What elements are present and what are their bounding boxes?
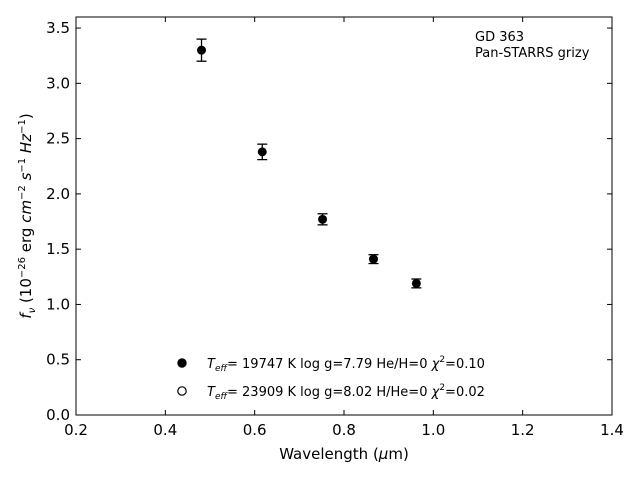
x-tick-label: 0.4 <box>153 421 177 439</box>
annotation-survey: Pan-STARRS grizy <box>475 46 590 61</box>
x-tick-label: 0.8 <box>332 421 356 439</box>
data-point <box>257 143 268 161</box>
axis-tick-labels: 0.2 0.4 0.6 0.8 1.0 1.2 1.4 0.0 0.5 1.0 1.5 2.0 2.5 3… <box>46 19 624 439</box>
x-tick-label: 0.6 <box>243 421 267 439</box>
observed-point <box>318 214 328 224</box>
data-point <box>411 278 422 289</box>
observed-point <box>197 45 207 55</box>
legend-entry-2: Teff= 23909 K log g=8.02 H/He=0 χ2=0.02 <box>207 383 485 402</box>
y-tick-label: 1.5 <box>46 240 70 258</box>
axis-ticks <box>75 17 613 416</box>
plot-frame <box>75 16 613 416</box>
x-axis-label: Wavelength (μm) <box>279 445 409 463</box>
y-tick-label: 2.0 <box>46 185 70 203</box>
observed-point <box>257 147 267 157</box>
data-point <box>196 38 207 62</box>
x-tick-label: 1.4 <box>600 421 624 439</box>
x-tick-label: 0.2 <box>64 421 88 439</box>
y-tick-label: 0.0 <box>46 406 70 424</box>
y-tick-label: 0.5 <box>46 351 70 369</box>
x-tick-label: 1.0 <box>421 421 445 439</box>
legend: Teff= 19747 K log g=7.79 He/H=0 χ2=0.10 … <box>177 355 485 402</box>
y-tick-label: 3.5 <box>46 19 70 37</box>
data-point <box>317 213 328 226</box>
x-tick-label: 1.2 <box>511 421 535 439</box>
y-tick-label: 1.0 <box>46 295 70 313</box>
legend-marker-filled <box>177 358 187 368</box>
y-tick-label: 2.5 <box>46 130 70 148</box>
legend-entry-1: Teff= 19747 K log g=7.79 He/H=0 χ2=0.10 <box>207 355 485 374</box>
data-point <box>368 254 379 265</box>
y-tick-label: 3.0 <box>46 74 70 92</box>
annotation-target: GD 363 <box>475 30 524 45</box>
observed-point <box>368 254 378 264</box>
y-axis-label: fν (10−26 erg cm−2 s−1 Hz−1) <box>17 113 38 318</box>
legend-marker-open <box>177 386 187 396</box>
observed-point <box>411 278 421 288</box>
data-points <box>196 38 422 289</box>
